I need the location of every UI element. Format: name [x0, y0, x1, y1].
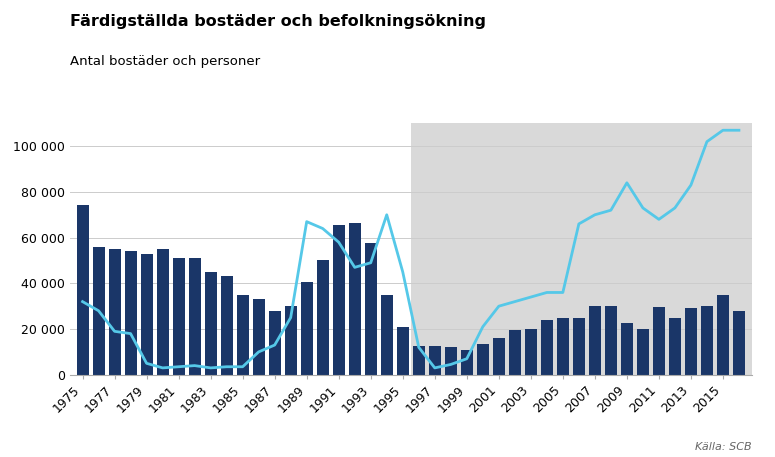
Bar — [284, 306, 297, 375]
Bar — [397, 327, 408, 375]
Bar — [157, 249, 169, 375]
Bar — [221, 276, 232, 375]
Bar — [685, 308, 697, 375]
Bar — [125, 251, 136, 375]
Legend: Färdigställda lägenheter, Befolkningsökning: Färdigställda lägenheter, Befolkningsökn… — [185, 452, 568, 457]
Bar — [365, 243, 377, 375]
Bar — [269, 311, 281, 375]
Text: Färdigställda bostäder och befolkningsökning: Färdigställda bostäder och befolkningsök… — [70, 14, 486, 29]
Bar — [621, 324, 633, 375]
Bar — [188, 258, 201, 375]
Bar — [493, 338, 505, 375]
Text: Antal bostäder och personer: Antal bostäder och personer — [70, 55, 260, 68]
Bar — [701, 306, 713, 375]
Bar — [253, 299, 265, 375]
Bar — [717, 295, 729, 375]
Bar — [236, 295, 249, 375]
Bar — [205, 272, 217, 375]
Bar — [653, 308, 665, 375]
Bar — [509, 330, 521, 375]
Bar — [733, 311, 745, 375]
Bar — [429, 346, 441, 375]
Bar — [477, 344, 489, 375]
Text: Källa: SCB: Källa: SCB — [695, 442, 752, 452]
Bar — [317, 260, 329, 375]
Bar — [173, 258, 184, 375]
Bar — [556, 318, 569, 375]
Bar — [413, 346, 425, 375]
Bar — [525, 329, 537, 375]
Bar — [109, 249, 121, 375]
Bar — [445, 347, 456, 375]
Bar — [92, 247, 105, 375]
Bar — [349, 223, 360, 375]
Bar — [589, 306, 601, 375]
Bar — [461, 350, 473, 375]
Bar — [669, 318, 681, 375]
Bar — [77, 205, 88, 375]
Bar — [301, 282, 312, 375]
Bar — [381, 295, 393, 375]
Bar — [411, 123, 755, 375]
Bar — [573, 318, 585, 375]
Bar — [541, 320, 553, 375]
Bar — [604, 306, 617, 375]
Bar — [332, 225, 345, 375]
Bar — [140, 254, 153, 375]
Bar — [637, 329, 649, 375]
